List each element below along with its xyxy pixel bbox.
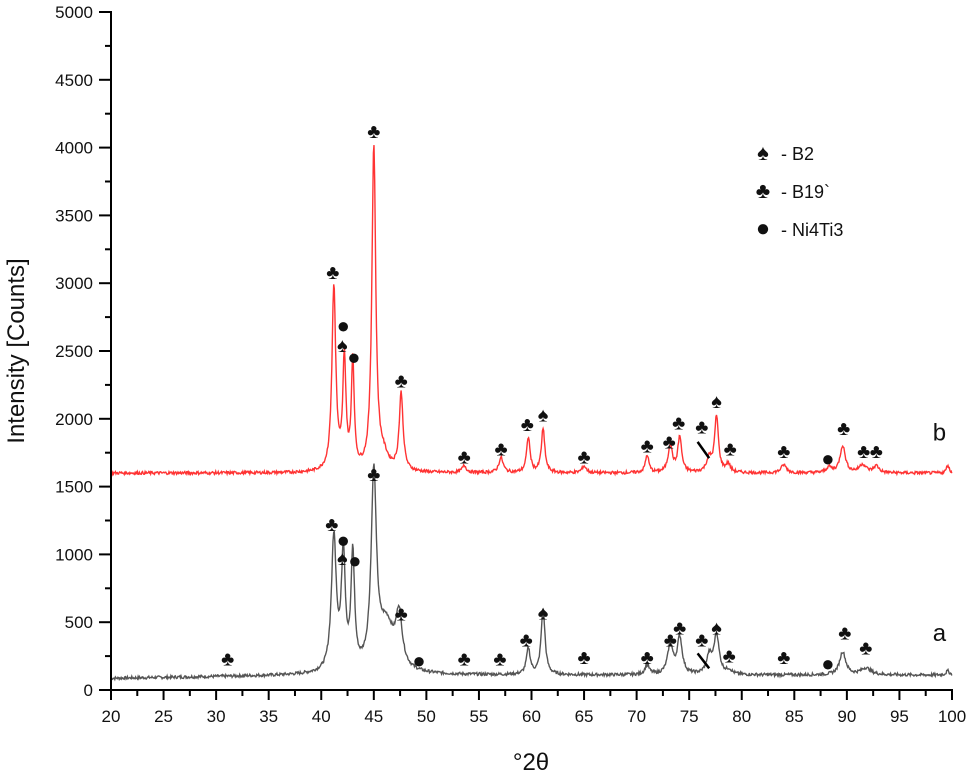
club-marker-icon: ♣ <box>777 441 790 463</box>
legend: ♠ - B2 ♣ - B19` ● - Ni4Ti3 <box>756 140 844 242</box>
club-marker-icon: ♣ <box>326 262 339 284</box>
pointer-arrow <box>696 652 711 670</box>
curve-label-a: a <box>933 620 947 647</box>
x-tick-label: 45 <box>364 707 383 726</box>
x-tick-label: 75 <box>680 707 699 726</box>
x-tick-label: 90 <box>837 707 856 726</box>
spade-marker-icon: ♠ <box>337 335 348 357</box>
club-marker-icon: ♣ <box>520 629 533 651</box>
club-marker-icon: ♣ <box>672 413 685 435</box>
legend-label: - Ni4Ti3 <box>781 220 843 240</box>
circle-marker-icon: ● <box>337 527 350 552</box>
club-marker-icon: ♣ <box>663 431 676 453</box>
y-tick-label: 2000 <box>55 410 93 429</box>
x-tick-label: 80 <box>732 707 751 726</box>
y-tick-label: 5000 <box>55 3 93 22</box>
legend-label: - B19` <box>781 182 830 202</box>
x-tick-label: 100 <box>938 707 966 726</box>
axes <box>110 11 953 691</box>
club-marker-icon: ♣ <box>724 438 737 460</box>
spade-marker-icon: ♠ <box>711 391 722 413</box>
club-marker-icon: ♣ <box>458 446 471 468</box>
club-marker-icon: ♣ <box>578 446 591 468</box>
club-marker-icon: ♣ <box>458 648 471 670</box>
y-tick-label: 1500 <box>55 478 93 497</box>
club-marker-icon: ♣ <box>838 623 851 645</box>
club-marker-icon: ♣ <box>521 414 534 436</box>
series-a-line <box>110 463 953 682</box>
y-axis-ticks: 0 500 1000 1500 2000 2500 3000 3500 4000 4500 5000 <box>55 3 111 700</box>
legend-spade-icon: ♠ <box>757 140 769 165</box>
series-b-line <box>110 145 953 477</box>
y-tick-label: 4500 <box>55 71 93 90</box>
club-marker-icon: ♣ <box>325 514 338 536</box>
spade-marker-icon: ♠ <box>337 548 348 570</box>
club-marker-icon: ♣ <box>777 647 790 669</box>
x-tick-label: 85 <box>785 707 804 726</box>
circle-marker-icon: ● <box>347 344 360 369</box>
x-tick-label: 50 <box>417 707 436 726</box>
y-axis-label: Intensity [Counts] <box>3 258 30 443</box>
club-marker-icon: ♣ <box>221 648 234 670</box>
x-tick-label: 95 <box>890 707 909 726</box>
club-marker-icon: ♣ <box>859 638 872 660</box>
club-marker-icon: ♣ <box>673 617 686 639</box>
legend-label: - B2 <box>781 144 814 164</box>
club-marker-icon: ♣ <box>578 647 591 669</box>
spade-marker-icon: ♠ <box>538 602 549 624</box>
club-marker-icon: ♣ <box>367 464 380 486</box>
x-tick-label: 30 <box>207 707 226 726</box>
x-tick-label: 60 <box>522 707 541 726</box>
club-marker-icon: ♣ <box>641 436 654 458</box>
club-marker-icon: ♣ <box>395 370 408 392</box>
club-marker-icon: ♣ <box>870 441 883 463</box>
x-tick-label: 55 <box>469 707 488 726</box>
plot-lines <box>110 145 953 682</box>
spade-marker-icon: ♠ <box>538 404 549 426</box>
x-axis-ticks: 20 25 30 35 40 45 50 55 60 65 70 75 80 85 90 95 100 <box>102 690 966 726</box>
club-marker-icon: ♣ <box>395 604 408 626</box>
legend-circle-icon: ● <box>756 215 771 242</box>
x-tick-label: 35 <box>259 707 278 726</box>
circle-marker-icon: ● <box>348 548 361 573</box>
circle-marker-icon: ● <box>821 446 834 471</box>
club-marker-icon: ♣ <box>723 646 736 668</box>
club-marker-icon: ♣ <box>367 121 380 143</box>
y-tick-label: 0 <box>84 681 93 700</box>
circle-marker-icon: ● <box>337 313 350 338</box>
y-tick-label: 500 <box>65 613 93 632</box>
x-tick-label: 65 <box>575 707 594 726</box>
y-tick-label: 3000 <box>55 274 93 293</box>
x-axis-label: °2θ <box>513 749 549 776</box>
curve-label-b: b <box>933 419 946 446</box>
legend-club-icon: ♣ <box>756 178 770 203</box>
club-marker-icon: ♣ <box>695 629 708 651</box>
circle-marker-icon: ● <box>821 651 834 676</box>
x-tick-label: 25 <box>154 707 173 726</box>
x-tick-label: 20 <box>102 707 121 726</box>
y-tick-label: 1000 <box>55 545 93 564</box>
x-tick-label: 70 <box>627 707 646 726</box>
club-marker-icon: ♣ <box>641 647 654 669</box>
club-marker-icon: ♣ <box>494 438 507 460</box>
x-tick-label: 40 <box>312 707 331 726</box>
spade-marker-icon: ♠ <box>711 617 722 639</box>
club-marker-icon: ♣ <box>837 418 850 440</box>
club-marker-icon: ♣ <box>664 629 677 651</box>
y-tick-label: 3500 <box>55 206 93 225</box>
curve-labels: ab <box>933 419 947 647</box>
club-marker-icon: ♣ <box>857 441 870 463</box>
y-tick-label: 2500 <box>55 342 93 361</box>
club-marker-icon: ♣ <box>695 417 708 439</box>
phase-annotations: ♣♣●♠ ●♣♣ ♣♣ ♠♣ ♣ ♣♣ ♣♠♣ ♣ ●♣♣ ♣♣♣●♠ ●♣●♣ ♣ ♣♣♠♣ ♣♣♣♣♠… <box>221 121 883 676</box>
pointer-arrow <box>696 441 711 459</box>
club-marker-icon: ♣ <box>493 648 506 670</box>
y-tick-label: 4000 <box>55 139 93 158</box>
circle-marker-icon: ● <box>412 648 425 673</box>
